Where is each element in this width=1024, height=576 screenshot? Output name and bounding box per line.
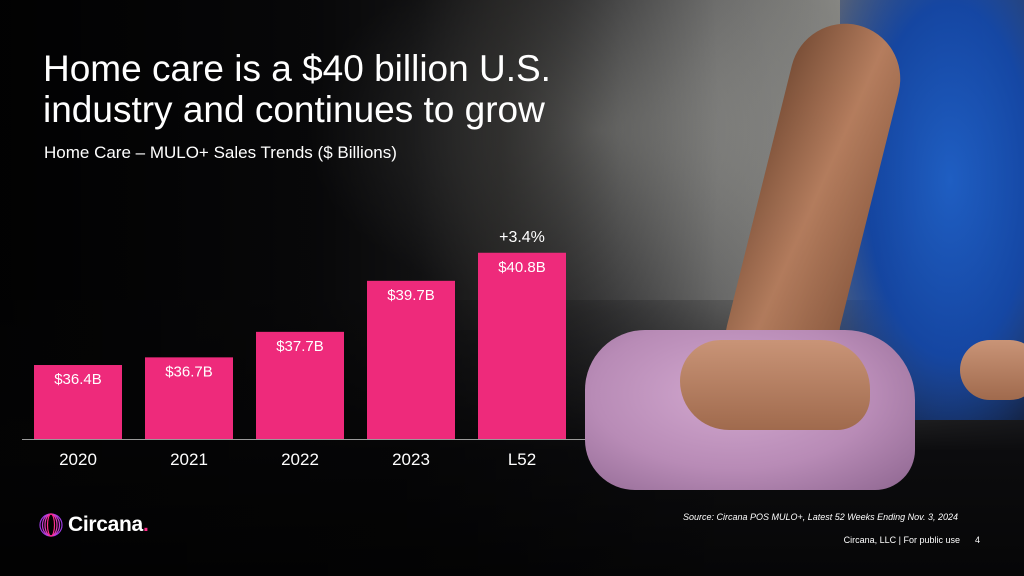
page-number: 4	[974, 535, 980, 545]
bar-value-label: $36.4B	[54, 371, 102, 388]
x-tick-label: 2022	[281, 450, 319, 469]
bar-value-label: $40.8B	[498, 259, 546, 276]
x-tick-label: L52	[508, 450, 536, 469]
footer-text: Circana, LLC | For public use	[843, 535, 960, 545]
brand-name: Circana	[68, 513, 143, 536]
x-tick-label: 2020	[59, 450, 97, 469]
bar-value-label: $37.7B	[276, 338, 324, 355]
bar-l52	[478, 252, 566, 439]
source-note: Source: Circana POS MULO+, Latest 52 Wee…	[682, 512, 958, 522]
bar-value-label: $39.7B	[387, 287, 435, 304]
bar-2023	[367, 280, 455, 439]
growth-annotation: +3.4%	[499, 229, 545, 246]
sales-bar-chart: $36.4B 2020 $36.7B 2021 $37.7B 2022 $39.7B 2023…	[22, 229, 588, 469]
x-tick-label: 2023	[392, 450, 430, 469]
bar-value-label: $36.7B	[165, 363, 213, 380]
x-tick-label: 2021	[170, 450, 208, 469]
bar-2022	[256, 331, 344, 439]
slide-title: Home care is a $40 billion U.S. industry…	[43, 48, 551, 130]
bar-2021	[145, 357, 233, 439]
circana-logo: Circana.	[38, 512, 149, 538]
bar-2020	[34, 365, 122, 439]
brand-dot: .	[142, 513, 149, 536]
circana-swirl-icon	[39, 513, 63, 537]
chart-subtitle: Home Care – MULO+ Sales Trends ($ Billio…	[44, 143, 397, 162]
